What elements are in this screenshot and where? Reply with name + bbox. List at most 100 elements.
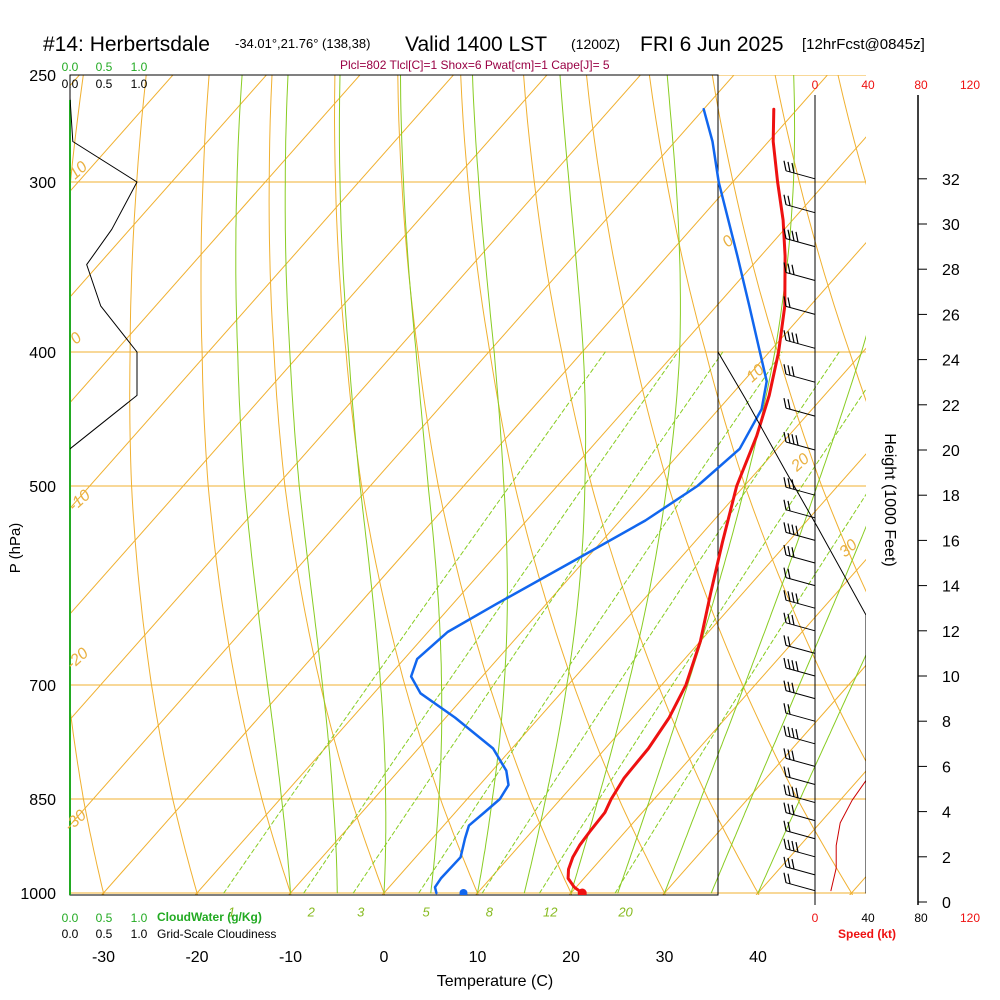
wind-barb-staff (785, 690, 816, 700)
speed-tick-label-top: 80 (914, 78, 928, 92)
wind-barb (783, 330, 816, 349)
wind-barb-staff (785, 486, 816, 496)
isotherm-label: -20 (63, 645, 92, 673)
height-tick-label: 8 (942, 714, 951, 731)
speed-tick-label-bottom: 0 (812, 911, 819, 925)
height-tick-label: 24 (942, 353, 960, 370)
wind-barb-feather (787, 365, 791, 376)
cloudiness-tick-label-bottom: 1.0 (131, 927, 148, 941)
valid-text: Valid 1400 LST (405, 33, 547, 56)
wind-barb-staff (785, 554, 816, 564)
wind-barb-feather (783, 680, 787, 691)
wind-barb-feather (787, 873, 791, 884)
mixing-ratio-label: 8 (486, 904, 494, 919)
wind-barb-staff (785, 735, 816, 745)
moist-adiabat-line (235, 75, 291, 894)
wind-barb-feather (783, 544, 787, 556)
wind-barb-feather (791, 332, 795, 343)
moist-adiabat-line (472, 75, 508, 894)
mixing-ratio-line (539, 388, 866, 894)
dry-adiabat-line (200, 75, 292, 895)
wind-barb-feather (795, 841, 799, 853)
wind-barb-feather (791, 592, 795, 603)
wind-barb-feather (783, 657, 787, 669)
wind-barb-feather (787, 767, 791, 778)
wind-barb-feather (787, 195, 791, 206)
pressure-tick-label: 300 (29, 175, 56, 192)
wind-barb-feather (783, 703, 787, 714)
moist-adiabat-line (338, 75, 387, 894)
wind-barb-staff (785, 577, 816, 587)
cloudwater-tick-label-bottom: 0.5 (96, 911, 113, 925)
speed-tick-label-bottom: 40 (861, 911, 875, 925)
pressure-tick-label: 700 (29, 678, 56, 695)
wind-barb-feather (787, 591, 791, 602)
pressure-tick-label: 850 (29, 792, 56, 809)
moist-adiabat-line (710, 525, 866, 894)
moist-adiabat-line (570, 75, 681, 894)
wind-barb (783, 194, 816, 214)
wind-barb-staff (785, 882, 816, 892)
cloudiness-title: Grid-Scale Cloudiness (157, 927, 276, 941)
speed-tick-label-bottom: 120 (960, 911, 980, 925)
wind-barb-staff (785, 441, 816, 451)
wind-barb-feather (783, 499, 787, 510)
moist-adiabat-line (664, 334, 866, 894)
wind-barb-feather (787, 331, 791, 342)
wind-barb-feather (783, 194, 787, 205)
y-axis-title: P (hPa) (7, 523, 24, 574)
mixing-ratio-line (223, 351, 606, 894)
dry-adiabat-line (460, 75, 666, 895)
wind-barb (783, 635, 816, 654)
isotherm-line (70, 75, 735, 826)
wind-barb-staff (785, 757, 816, 767)
dry-adiabat-line (711, 75, 866, 593)
temperature-tick-label: 20 (562, 949, 580, 966)
wind-barb (783, 499, 816, 519)
wind-barb-feather (795, 435, 799, 446)
height-tick-label: 0 (942, 895, 951, 912)
wind-barb-feather (791, 264, 795, 275)
wind-barb (783, 680, 816, 700)
mixing-ratio-label: 12 (543, 904, 558, 919)
wind-barb (783, 872, 816, 892)
height-tick-label: 4 (942, 805, 951, 822)
dry-adiabat-line (585, 75, 854, 895)
wind-barb-feather (791, 858, 795, 870)
wind-barb-feather (791, 840, 795, 852)
height-tick-label: 2 (942, 850, 951, 867)
wind-barb-feather (783, 262, 787, 273)
wind-barb-feather (795, 231, 799, 243)
isotherm-line (70, 75, 642, 721)
mixing-ratio-label: 20 (617, 904, 633, 919)
temperature-tick-label: -30 (92, 949, 115, 966)
forecast-text: [12hrFcst@0845z] (802, 36, 925, 53)
wind-barb-feather (795, 787, 799, 798)
temperature-line (566, 107, 787, 895)
cloudwater-tick-label-top: 0.5 (96, 60, 113, 74)
isotherm-line (101, 75, 829, 895)
surface-dewpoint-dot (459, 889, 468, 895)
wind-barb-feather (787, 681, 791, 692)
wind-barb (783, 784, 816, 804)
moist-adiabat-line (523, 75, 587, 894)
speed-tick-label-top: 120 (960, 78, 980, 92)
speed-tick-label-top: 40 (861, 78, 875, 92)
wind-barb-feather (791, 434, 795, 445)
wind-barb-staff (785, 305, 816, 315)
wind-barb-feather (783, 590, 787, 601)
x-axis-title: Temperature (C) (437, 973, 553, 990)
wind-barb-feather (791, 660, 795, 671)
cloudiness-tick-label-bottom: 0.0 (62, 927, 79, 941)
wind-barb-feather (791, 804, 795, 815)
wind-barb-feather (791, 547, 795, 558)
isotherm-label: 30 (836, 536, 861, 561)
wind-barb-feather (795, 661, 799, 672)
dry-adiabat-line (334, 75, 479, 895)
pressure-tick-label: 1000 (20, 886, 56, 903)
wind-barb (783, 590, 816, 609)
wind-barb (783, 364, 816, 383)
wind-barb-feather (787, 839, 791, 851)
height-tick-label: 10 (942, 669, 960, 686)
